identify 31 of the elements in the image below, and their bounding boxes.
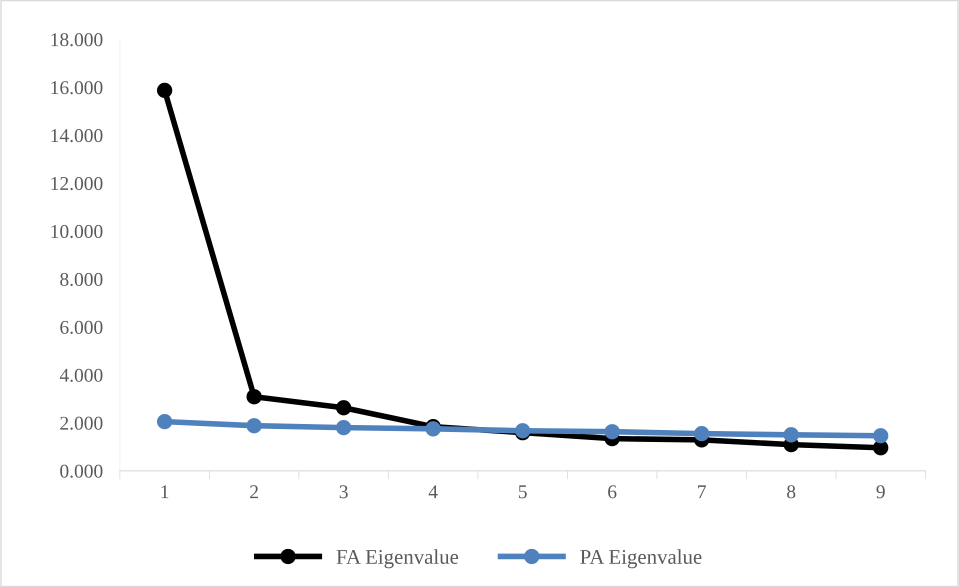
- y-tick-label: 14.000: [51, 129, 102, 142]
- y-tick-label: 8.000: [60, 272, 102, 286]
- x-tick-label: 7: [698, 485, 706, 498]
- x-tick-label: 6: [608, 485, 616, 498]
- legend-label: PA Eigenvalue: [580, 549, 702, 568]
- x-tick-label: 4: [428, 485, 438, 498]
- x-tick-label: 2: [250, 485, 258, 498]
- y-tick-label: 16.000: [51, 81, 102, 94]
- point: [246, 418, 262, 434]
- y-tick-label: 0.000: [60, 464, 102, 478]
- x-tick-label: 1: [161, 485, 168, 498]
- point: [336, 420, 352, 436]
- y-tick-label: 6.000: [60, 320, 102, 334]
- x-tick-label: 9: [876, 485, 885, 498]
- y-tick-label: 2.000: [60, 416, 102, 430]
- x-tick-label: 3: [340, 485, 348, 498]
- point: [246, 389, 262, 404]
- legend-label: FA Eigenvalue: [336, 549, 458, 568]
- y-tick-label: 10.000: [51, 224, 102, 238]
- x-tick-label: 5: [518, 485, 527, 498]
- x-tick-label: 8: [787, 485, 796, 498]
- y-tick-label: 12.000: [51, 176, 102, 190]
- point: [604, 424, 620, 440]
- point: [694, 426, 710, 442]
- point: [873, 428, 888, 444]
- point: [336, 400, 352, 416]
- point: [156, 414, 172, 430]
- y-tick-label: 18.000: [51, 33, 102, 46]
- y-tick-label: 4.000: [60, 368, 102, 382]
- point: [784, 427, 799, 442]
- point: [156, 82, 172, 98]
